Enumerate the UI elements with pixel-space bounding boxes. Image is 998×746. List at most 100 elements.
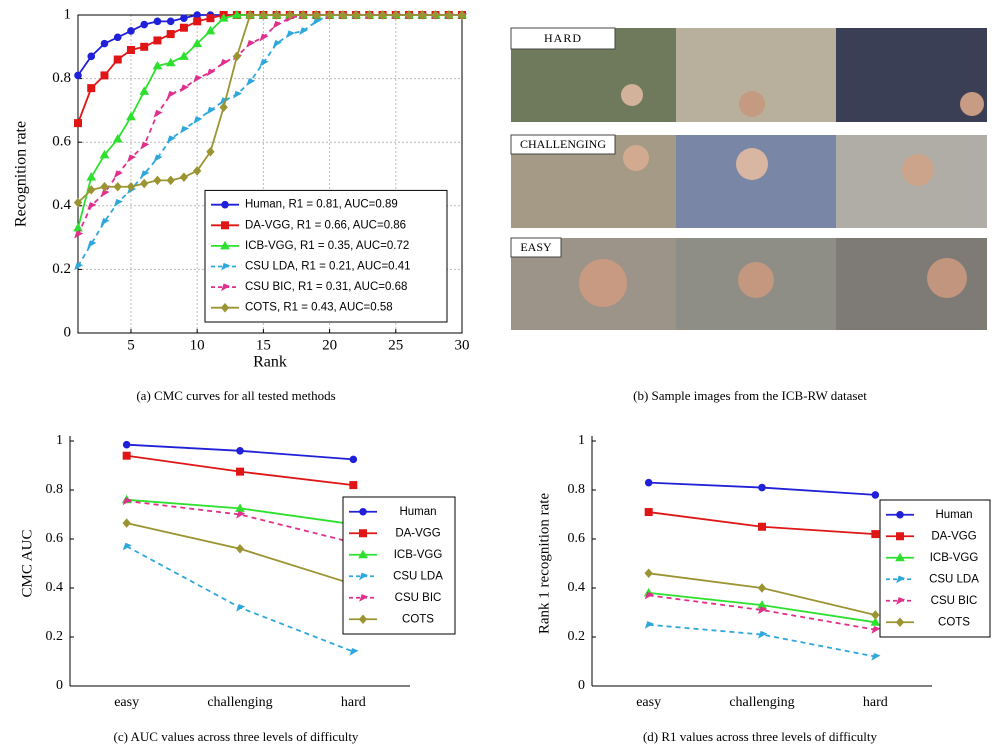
marker	[351, 10, 361, 20]
marker	[757, 583, 767, 593]
legend-label: CSU BIC, R1 = 0.31, AUC=0.68	[245, 281, 407, 293]
y-tick-label: 1	[578, 433, 585, 448]
marker	[100, 181, 109, 192]
marker	[86, 172, 97, 181]
legend-label: COTS	[938, 616, 970, 628]
x-tick-label: easy	[114, 695, 139, 710]
legend-label: COTS, R1 = 0.43, AUC=0.58	[245, 302, 393, 314]
marker	[206, 106, 216, 115]
marker	[179, 23, 188, 32]
marker	[206, 68, 216, 77]
legend-marker	[896, 575, 906, 584]
legend-label: Human	[935, 509, 972, 521]
marker	[127, 154, 137, 163]
x-tick-label: hard	[341, 695, 366, 710]
marker	[122, 440, 131, 449]
marker	[219, 59, 229, 67]
legend-marker	[895, 617, 905, 628]
marker	[299, 27, 309, 35]
face	[960, 92, 984, 116]
y-tick-label: 0	[64, 324, 72, 340]
marker	[378, 10, 387, 20]
marker	[153, 36, 162, 45]
face	[736, 148, 768, 180]
marker	[272, 20, 282, 29]
x-tick-label: challenging	[207, 695, 272, 710]
marker	[349, 455, 358, 464]
marker	[122, 497, 132, 506]
legend-label: CSU BIC	[931, 595, 978, 607]
legend-box	[879, 499, 991, 638]
label-box	[510, 134, 616, 155]
marker	[87, 52, 96, 61]
marker	[165, 57, 176, 67]
x-tick-label: 10	[190, 337, 205, 353]
x-tick-label: 30	[455, 337, 470, 353]
marker	[127, 27, 135, 35]
legend-marker	[221, 221, 229, 230]
legend-marker	[220, 302, 230, 313]
marker	[245, 10, 255, 20]
marker	[113, 198, 123, 207]
marker	[126, 111, 136, 121]
marker	[365, 10, 374, 20]
marker	[285, 10, 295, 20]
y-axis-label: CMC AUC	[19, 530, 35, 598]
marker	[153, 175, 162, 186]
marker	[152, 60, 163, 70]
marker	[87, 202, 97, 210]
legend-label: ICB-VGG	[394, 549, 443, 561]
x-tick-label: easy	[636, 695, 661, 710]
x-tick-label: 5	[127, 337, 135, 353]
marker	[259, 33, 269, 42]
marker	[758, 522, 766, 531]
legend-marker	[896, 597, 906, 605]
y-tick-label: 0	[56, 678, 63, 693]
marker	[272, 39, 282, 48]
y-tick-label: 0.8	[52, 70, 71, 86]
marker	[259, 59, 269, 67]
marker	[100, 218, 110, 226]
series-line	[126, 500, 354, 544]
marker	[644, 478, 653, 487]
legend-label: Human	[399, 506, 436, 518]
x-tick-label: 25	[388, 337, 403, 353]
marker	[233, 90, 243, 99]
face	[623, 145, 649, 171]
legend-label: COTS	[402, 613, 434, 625]
face	[621, 84, 643, 106]
marker	[312, 17, 322, 26]
y-tick-label: 0.4	[52, 197, 71, 213]
marker	[140, 141, 150, 150]
marker	[193, 11, 201, 19]
series-line	[648, 594, 876, 631]
legend-marker	[359, 507, 367, 516]
marker	[126, 181, 136, 192]
row-label: EASY	[520, 240, 552, 254]
legend-marker	[221, 200, 229, 209]
row-label: CHALLENGING	[520, 137, 606, 151]
legend-box	[342, 496, 456, 635]
marker	[205, 25, 216, 35]
y-tick-label: 0.6	[52, 134, 71, 150]
marker	[166, 135, 176, 144]
marker	[73, 223, 83, 232]
legend-marker	[358, 614, 368, 625]
marker	[236, 603, 246, 612]
marker	[206, 146, 215, 157]
marker	[166, 90, 176, 99]
marker	[87, 185, 96, 195]
marker	[140, 178, 149, 189]
marker	[285, 30, 296, 39]
legend-marker	[896, 510, 904, 519]
series-line	[126, 522, 354, 586]
marker	[431, 10, 440, 20]
marker	[140, 170, 150, 179]
y-tick-label: 0.2	[46, 629, 64, 644]
marker	[870, 617, 881, 626]
marker	[246, 78, 256, 86]
marker	[758, 606, 768, 615]
x-tick-label: 15	[256, 337, 271, 353]
face	[738, 262, 774, 298]
marker	[444, 10, 453, 20]
